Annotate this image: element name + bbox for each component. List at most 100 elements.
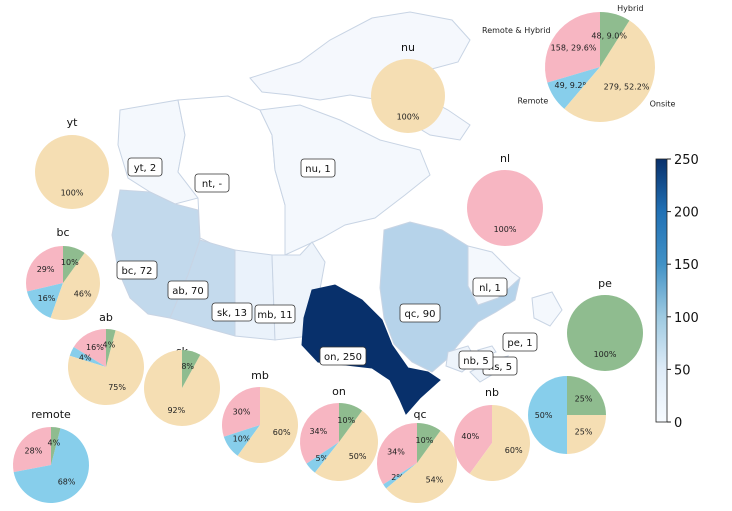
- summary-slice: [600, 12, 630, 67]
- province-label-text: nu, 1: [305, 164, 330, 175]
- pie-pct-label: 5%: [315, 454, 328, 463]
- pie-pct-label: 10%: [416, 436, 434, 445]
- pie-remote-slice: [13, 428, 90, 503]
- pie-sk-slice: [182, 350, 201, 388]
- province-label-nt: nt, -: [194, 173, 230, 193]
- pie-pe: pe 100%: [567, 277, 643, 371]
- summary-category-label: Onsite: [650, 100, 676, 109]
- pie-remote-slice: [12, 427, 52, 473]
- pie-title: qc: [413, 408, 426, 421]
- pie-pct-label: 16%: [38, 294, 56, 303]
- pie-bc-slice: [26, 246, 63, 292]
- pie-pct-label: 60%: [505, 446, 523, 455]
- pie-bc-slice: [27, 283, 64, 318]
- pie-pct-label: 4%: [79, 354, 92, 363]
- province-label-text: pe, 1: [507, 338, 532, 349]
- region-sk: [234, 249, 276, 341]
- colorbar-tick-label: 0: [674, 416, 682, 431]
- province-label-ab: ab, 70: [167, 280, 209, 300]
- pie-pct-label: 68%: [58, 478, 76, 487]
- pie-nb-slice: [469, 405, 530, 481]
- pie-on-slice: [314, 410, 378, 481]
- province-label-qc: qc, 90: [399, 303, 441, 323]
- province-label-nb: nb, 5: [458, 350, 494, 370]
- summary-slice-label: 49, 9.2%: [555, 81, 591, 90]
- province-label-bc: bc, 72: [116, 260, 158, 280]
- province-label-on: on, 250: [319, 346, 367, 366]
- province-label-text: qc, 90: [405, 309, 436, 320]
- pie-nl-slice: [467, 170, 543, 246]
- province-labels: yt, 2 nt, - nu, 1 bc, 72 ab, 70 sk, 13 m…: [116, 157, 538, 376]
- pie-ns: ns50%25%25%: [528, 376, 606, 454]
- province-label-text: nl, 1: [479, 283, 501, 294]
- pie-qc-slice: [383, 463, 417, 489]
- pie-pct-label: 100%: [61, 188, 84, 197]
- province-label-text: yt, 2: [134, 163, 157, 174]
- province-label-mb: mb, 11: [254, 304, 296, 324]
- pie-pct-label: 60%: [273, 428, 291, 437]
- pie-nu-slice: [371, 59, 445, 133]
- summary-slice-label: 279, 52.2%: [604, 83, 650, 92]
- pie-pct-label: 2%: [391, 473, 404, 482]
- summary-category-label: Hybrid: [617, 4, 643, 13]
- pie-sk: sk92%8%: [143, 345, 220, 426]
- pie-title: pe: [598, 277, 612, 290]
- pie-remote-slice: [51, 427, 61, 465]
- pie-pct-label: 4%: [48, 438, 61, 447]
- pie-pct-label: 54%: [426, 475, 444, 484]
- province-label-text: sk, 13: [217, 308, 247, 319]
- pie-pct-label: 10%: [61, 258, 79, 267]
- summary-slice-label: 48, 9.0%: [591, 31, 627, 40]
- province-label-text: ab, 70: [172, 286, 204, 297]
- colorbar-ticks: 0 50 100 150 200 250: [667, 153, 699, 431]
- summary-category-label: Remote & Hybrid: [482, 26, 551, 35]
- pie-pct-label: 28%: [25, 446, 43, 455]
- pie-pct-label: 92%: [167, 406, 185, 415]
- pie-qc-slice: [377, 423, 417, 485]
- pie-pct-label: 75%: [108, 383, 126, 392]
- pie-nb-slice: [453, 405, 492, 474]
- pie-title: bc: [56, 226, 69, 239]
- summary-slice: [547, 67, 600, 109]
- province-label-sk: sk, 13: [211, 302, 253, 322]
- pie-title: nb: [485, 386, 499, 399]
- pie-pct-label: 10%: [233, 434, 251, 443]
- pie-yt-slice: [35, 135, 109, 209]
- pie-qc-slice: [417, 423, 441, 463]
- pie-yt: yt 100%: [35, 116, 109, 209]
- province-label-nl: nl, 1: [472, 277, 508, 297]
- pie-ab-slice: [106, 329, 116, 367]
- pie-ns-slice: [528, 376, 567, 454]
- province-label-pe: pe, 1: [502, 332, 538, 352]
- pie-mb-slice: [223, 425, 260, 456]
- pie-mb-slice: [237, 387, 298, 463]
- pie-pct-label: 40%: [461, 432, 479, 441]
- pie-pct-label: 29%: [37, 265, 55, 274]
- pie-ab-slice: [69, 346, 106, 367]
- colorbar-tick-label: 250: [674, 153, 699, 168]
- pie-nu: nu 100%: [371, 41, 445, 133]
- pie-pct-label: 8%: [181, 362, 194, 371]
- province-pies: yt 100% nu 100% nl 100% pe 100% bc 29% 16% 46% 10% ab…: [12, 41, 643, 503]
- pie-pct-label: 16%: [86, 343, 104, 352]
- province-label-text: nt, -: [202, 179, 223, 190]
- province-label-text: mb, 11: [257, 310, 292, 321]
- pie-title: nl: [500, 152, 510, 165]
- pie-bc-slice: [50, 252, 100, 320]
- pie-title: mb: [251, 369, 269, 382]
- province-label-text: on, 250: [324, 352, 362, 363]
- pie-title: on: [332, 385, 346, 398]
- pie-on-slice: [299, 403, 339, 464]
- pie-pct-label: 34%: [309, 427, 327, 436]
- province-label-text: bc, 72: [122, 266, 153, 277]
- pie-nb: nb 40% 60%: [453, 386, 530, 481]
- pie-pct-label: 46%: [74, 289, 92, 298]
- pie-pct-label: 25%: [575, 394, 593, 403]
- region-nl-island: [531, 291, 563, 327]
- pie-pct-label: 50%: [535, 411, 553, 420]
- pie-title: ab: [99, 311, 113, 324]
- summary-slice: [545, 12, 600, 83]
- summary-category-label: Remote: [517, 97, 548, 106]
- colorbar-tick-label: 50: [674, 363, 691, 378]
